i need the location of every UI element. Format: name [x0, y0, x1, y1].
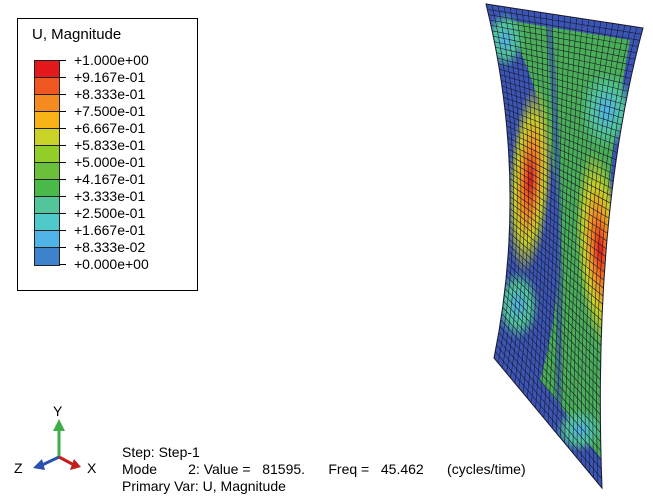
mode-frequency-text: Mode 2: Value = 81595. Freq = 45.462 (cy…: [122, 461, 526, 477]
legend-tick-label: +3.333e-01: [74, 188, 146, 204]
legend-tick: [59, 145, 66, 146]
legend-tick: [59, 162, 66, 163]
legend-tick: [59, 264, 66, 265]
legend-swatch: [35, 214, 59, 231]
legend-tick-label: +2.500e-01: [74, 205, 146, 221]
legend-tick-label: +7.500e-01: [74, 103, 146, 119]
legend-tick-label: +5.000e-01: [74, 154, 146, 170]
plate-outline: [485, 3, 644, 490]
legend-tick: [59, 230, 66, 231]
mesh-line: [531, 12, 545, 404]
contour-legend: U, Magnitude +1.000e+00 +9.167e-01 +8.333e…: [17, 18, 198, 291]
legend-swatch: [35, 129, 59, 146]
legend-tick-label: +8.333e-01: [74, 86, 146, 102]
mesh-line: [547, 15, 565, 424]
mesh-line: [588, 25, 626, 474]
legend-swatch: [35, 112, 59, 129]
legend-tick-label: +9.167e-01: [74, 69, 146, 85]
legend-tick: [59, 77, 66, 78]
mesh-line: [491, 4, 514, 364]
legend-tick-label: +5.833e-01: [74, 137, 146, 153]
mesh-line: [572, 21, 601, 454]
triad-x-label: X: [87, 460, 97, 476]
legend-tick: [59, 111, 66, 112]
mesh-line: [551, 16, 571, 429]
legend-tick: [59, 196, 66, 197]
triad-z-label: Z: [14, 460, 23, 476]
coordinate-triad: [33, 419, 81, 470]
legend-tick: [59, 179, 66, 180]
mesh-line: [584, 24, 620, 469]
mesh-grid: [486, 4, 643, 488]
legend-tick-label: +0.000e+00: [74, 256, 149, 272]
legend-tick-label: +6.667e-01: [74, 120, 146, 136]
mesh-line: [592, 26, 632, 479]
legend-tick-label: +1.667e-01: [74, 222, 146, 238]
legend-tick-label: +4.167e-01: [74, 171, 146, 187]
legend-swatch: [35, 248, 59, 265]
legend-tick: [59, 94, 66, 95]
mesh-line: [503, 6, 522, 374]
legend-swatch: [35, 78, 59, 95]
legend-tick: [59, 60, 66, 61]
legend-color-bar: [34, 60, 60, 266]
mesh-line: [543, 15, 559, 419]
legend-swatch: [35, 95, 59, 112]
legend-swatch: [35, 146, 59, 163]
mesh-line: [526, 11, 541, 399]
legend-tick: [59, 247, 66, 248]
step-text: Step: Step-1: [122, 444, 200, 460]
primary-var-text: Primary Var: U, Magnitude: [122, 478, 286, 494]
mesh-line: [580, 23, 614, 463]
mesh-line: [568, 20, 595, 449]
mesh-line: [576, 22, 608, 458]
mesh-line: [535, 13, 549, 409]
legend-tick-label: +8.333e-02: [74, 239, 146, 255]
legend-title: U, Magnitude: [32, 26, 122, 43]
legend-tick: [59, 128, 66, 129]
triad-y-label: Y: [53, 403, 63, 419]
x-axis-arrow-icon: [58, 455, 75, 467]
mesh-line: [497, 5, 518, 369]
mesh-line: [556, 17, 577, 434]
legend-swatch: [35, 197, 59, 214]
mesh-line: [518, 9, 533, 389]
legend-swatch: [35, 61, 59, 78]
mesh-line: [509, 7, 525, 379]
legend-tick-label: +1.000e+00: [74, 52, 149, 68]
mesh-line: [596, 27, 638, 484]
mesh-line: [522, 10, 537, 394]
legend-tick: [59, 213, 66, 214]
mesh-line: [514, 8, 529, 384]
mesh-line: [560, 18, 583, 439]
legend-swatch: [35, 231, 59, 248]
legend-swatch: [35, 163, 59, 180]
deformed-plate: [486, 4, 643, 488]
mesh-line: [539, 14, 553, 414]
legend-swatch: [35, 180, 59, 197]
mesh-line: [564, 19, 589, 444]
